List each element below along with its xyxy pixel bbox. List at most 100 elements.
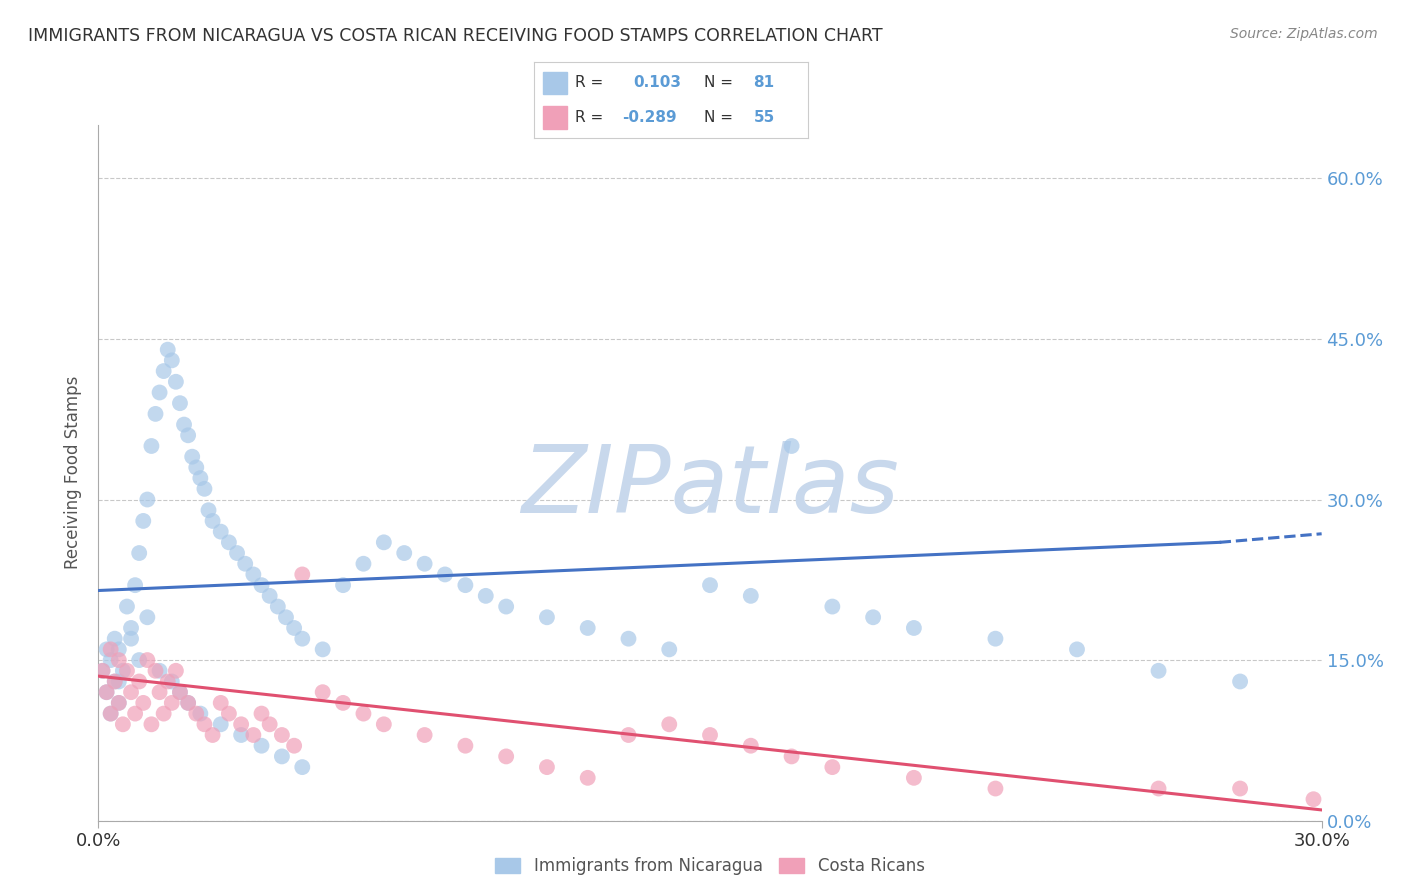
Text: 81: 81: [754, 76, 775, 90]
Point: [201, 514, 224, 528]
Bar: [543, 71, 567, 95]
Point: [91, 664, 114, 678]
Text: ZIPatlas: ZIPatlas: [522, 442, 898, 533]
Point: [740, 739, 762, 753]
Point: [1229, 781, 1251, 796]
Point: [259, 717, 281, 731]
Point: [267, 599, 290, 614]
Point: [373, 717, 395, 731]
Point: [104, 632, 127, 646]
Point: [108, 642, 131, 657]
Point: [152, 706, 174, 721]
Point: [193, 482, 215, 496]
Point: [188, 706, 212, 721]
Point: [392, 546, 416, 560]
Point: [740, 589, 762, 603]
Point: [576, 621, 599, 635]
Point: [165, 664, 187, 678]
Point: [141, 717, 163, 731]
Point: [145, 407, 167, 421]
Point: [250, 739, 273, 753]
Point: [173, 417, 195, 432]
Point: [434, 567, 457, 582]
Point: [780, 749, 803, 764]
Point: [1147, 664, 1170, 678]
Point: [903, 771, 925, 785]
Point: [218, 535, 240, 549]
Point: [413, 728, 436, 742]
Point: [495, 749, 517, 764]
Point: [120, 632, 142, 646]
Text: N =: N =: [704, 76, 734, 90]
Point: [91, 664, 114, 678]
Point: [903, 621, 925, 635]
Point: [156, 674, 179, 689]
Point: [160, 353, 183, 368]
Point: [209, 524, 232, 539]
Point: [536, 760, 558, 774]
Point: [115, 599, 138, 614]
Text: R =: R =: [575, 111, 603, 125]
Point: [120, 621, 142, 635]
Point: [1066, 642, 1088, 657]
Point: [536, 610, 558, 624]
Point: [699, 578, 721, 592]
Point: [231, 728, 253, 742]
Point: [373, 535, 395, 549]
Point: [780, 439, 803, 453]
Point: [149, 385, 172, 400]
Text: 0.103: 0.103: [633, 76, 681, 90]
Point: [658, 642, 681, 657]
Point: [188, 471, 212, 485]
Point: [454, 739, 477, 753]
Point: [149, 664, 172, 678]
Point: [96, 685, 118, 699]
Point: [169, 685, 191, 699]
Point: [699, 728, 721, 742]
Point: [201, 728, 224, 742]
Point: [474, 589, 498, 603]
Point: [141, 439, 163, 453]
Text: 55: 55: [754, 111, 775, 125]
Point: [454, 578, 477, 592]
Point: [136, 492, 159, 507]
Point: [181, 450, 204, 464]
Point: [233, 557, 256, 571]
Point: [186, 460, 208, 475]
Point: [108, 653, 131, 667]
Point: [226, 546, 249, 560]
Point: [312, 642, 335, 657]
Point: [177, 696, 200, 710]
Point: [270, 749, 294, 764]
Point: [100, 706, 122, 721]
Point: [169, 396, 191, 410]
Point: [312, 685, 335, 699]
Text: IMMIGRANTS FROM NICARAGUA VS COSTA RICAN RECEIVING FOOD STAMPS CORRELATION CHART: IMMIGRANTS FROM NICARAGUA VS COSTA RICAN…: [28, 27, 883, 45]
Point: [332, 696, 354, 710]
Point: [100, 642, 122, 657]
Point: [108, 696, 131, 710]
Text: N =: N =: [704, 111, 734, 125]
Point: [100, 653, 122, 667]
Point: [177, 696, 200, 710]
Point: [136, 653, 159, 667]
Point: [283, 621, 305, 635]
Point: [274, 610, 297, 624]
Point: [160, 674, 183, 689]
Legend: Immigrants from Nicaragua, Costa Ricans: Immigrants from Nicaragua, Costa Ricans: [489, 851, 931, 882]
Point: [186, 706, 208, 721]
Bar: [543, 106, 567, 129]
Point: [96, 642, 118, 657]
Point: [152, 364, 174, 378]
Point: [100, 706, 122, 721]
Point: [1147, 781, 1170, 796]
Point: [197, 503, 219, 517]
Point: [332, 578, 354, 592]
Point: [209, 717, 232, 731]
Point: [242, 567, 264, 582]
Point: [617, 728, 640, 742]
Point: [291, 760, 314, 774]
Point: [291, 567, 314, 582]
Point: [218, 706, 240, 721]
Point: [984, 781, 1007, 796]
